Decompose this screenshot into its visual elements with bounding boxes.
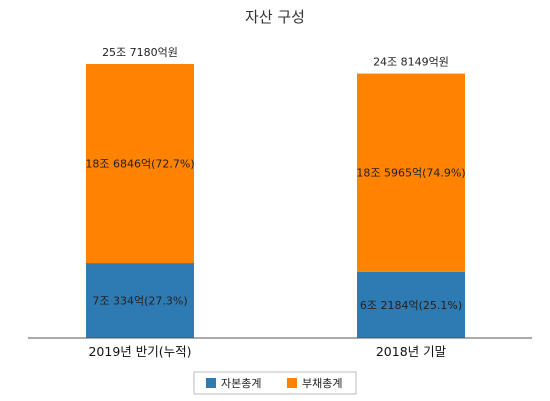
bar-segment-liabilities-1 (357, 73, 465, 272)
segment-data-label: 18조 6846억(72.7%) (85, 158, 194, 171)
segment-data-label: 18조 5965억(74.9%) (356, 167, 465, 180)
legend-box (193, 371, 357, 395)
legend-label-liabilities: 부채총계 (302, 377, 342, 390)
bar-segment-liabilities-0 (86, 63, 194, 264)
category-labels: 2019년 반기(누적) 2018년 기말 (88, 344, 446, 359)
bar-segment-equity-1 (357, 271, 465, 338)
legend: 자본총계 부채총계 (193, 371, 357, 395)
category-label: 2018년 기말 (376, 344, 447, 359)
legend-swatch-equity (206, 378, 216, 388)
segment-data-label: 6조 2184억(25.1%) (360, 299, 462, 312)
segment-data-label: 7조 334억(27.3%) (92, 295, 187, 308)
legend-swatch-liabilities (287, 378, 297, 388)
bar-total-label: 25조 7180억원 (102, 46, 178, 59)
bar-segment-equity-0 (86, 263, 194, 338)
chart-title: 자산 구성 (245, 8, 305, 26)
bar-total-label: 24조 8149억원 (373, 56, 449, 69)
category-label: 2019년 반기(누적) (88, 344, 191, 359)
bars-group: 7조 334억(27.3%) 18조 6846억(72.7%) 25조 7180억원… (85, 46, 466, 338)
legend-label-equity: 자본총계 (221, 377, 261, 390)
